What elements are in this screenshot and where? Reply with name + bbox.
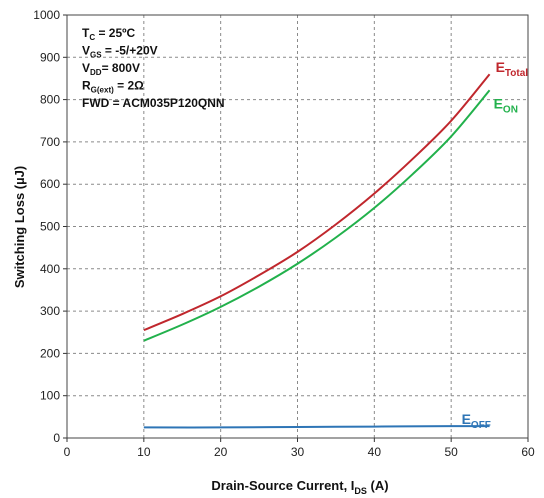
- x-tick-label: 60: [521, 445, 535, 459]
- series-line-e-on: [143, 89, 491, 342]
- plot-frame: [66, 14, 529, 439]
- series-label-e-total: ETotal: [496, 59, 529, 79]
- x-axis-title: Drain-Source Current, IDS (A): [211, 478, 388, 496]
- y-tick-label: 900: [40, 50, 60, 64]
- condition-line: VGS = -5/+20V: [82, 44, 158, 60]
- x-tick-label: 50: [444, 445, 458, 459]
- x-tick-label: 30: [291, 445, 305, 459]
- y-tick-label: 600: [40, 177, 60, 191]
- series-line-e-total: [143, 73, 491, 332]
- series-label-e-off: EOFF: [462, 411, 491, 431]
- x-tick-label: 10: [137, 445, 151, 459]
- tick-labels: 0 10 20 30 40 50 60010020030040050060070080090…: [33, 8, 535, 459]
- condition-line: RG(ext) = 2Ω: [82, 79, 144, 95]
- condition-line: TC = 25ºC: [82, 26, 136, 42]
- series-line-e-off: [143, 425, 490, 429]
- y-tick-label: 400: [40, 262, 60, 276]
- x-tick-label: 20: [214, 445, 228, 459]
- series-label-e-on: EON: [494, 95, 518, 115]
- y-tick-label: 300: [40, 304, 60, 318]
- y-tick-label: 200: [40, 346, 60, 360]
- axes: [63, 14, 529, 442]
- series-labels: ETotal EON EOFF: [462, 59, 529, 431]
- grid-lines: [67, 15, 528, 438]
- condition-line: FWD = ACM035P120QNN: [82, 96, 225, 110]
- x-tick-label: 0: [64, 445, 71, 459]
- condition-line: VDD= 800V: [82, 61, 140, 77]
- series-lines: [143, 73, 491, 429]
- y-axis-title: Switching Loss (µJ): [12, 166, 27, 288]
- y-tick-label: 800: [40, 93, 60, 107]
- y-tick-label: 100: [40, 389, 60, 403]
- x-tick-label: 40: [368, 445, 382, 459]
- y-tick-label: 0: [53, 431, 60, 445]
- y-tick-label: 500: [40, 220, 60, 234]
- y-tick-label: 700: [40, 135, 60, 149]
- y-tick-label: 1000: [33, 8, 60, 22]
